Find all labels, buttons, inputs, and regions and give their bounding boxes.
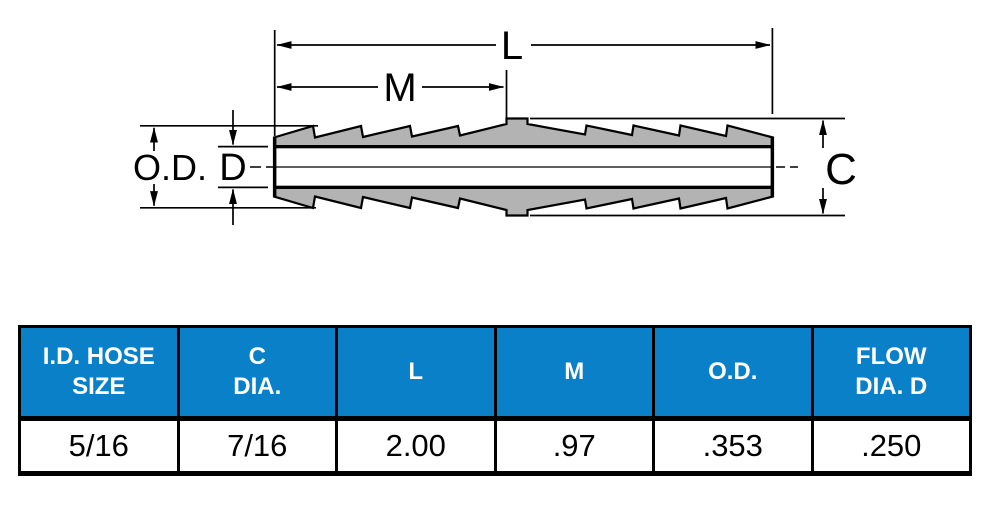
dimension-label-D: D [219, 147, 246, 189]
header-l: L [335, 325, 497, 421]
dimension-OD [140, 124, 318, 209]
dimension-label-C: C [825, 145, 857, 194]
header-line: M [564, 358, 585, 385]
header-line: SIZE [72, 373, 126, 400]
header-line: L [408, 358, 424, 385]
header-c-dia: C DIA. [176, 325, 338, 421]
cell-l: 2.00 [335, 417, 497, 476]
cell-c-dia: 7/16 [176, 417, 338, 476]
dimension-C [530, 117, 845, 217]
header-line: C [248, 343, 266, 370]
header-od: O.D. [652, 325, 814, 421]
header-flow-dia-d: FLOW DIA. D [810, 325, 972, 421]
fitting-diagram: L M O.D. D C [133, 24, 857, 225]
dimension-label-M: M [383, 66, 416, 110]
spec-table-header-row: I.D. HOSE SIZE C DIA. L M O.D. [18, 325, 972, 421]
header-line: FLOW [855, 343, 927, 370]
dimension-label-OD: O.D. [133, 147, 207, 188]
cell-flow-dia-d: .250 [810, 417, 972, 476]
header-line: DIA. D [855, 373, 928, 400]
dimension-L [273, 28, 774, 136]
cell-od: .353 [652, 417, 814, 476]
dimension-D [218, 110, 268, 225]
header-line: DIA. [233, 373, 282, 400]
spec-table: I.D. HOSE SIZE C DIA. L M O.D. [18, 325, 972, 476]
header-id-hose-size: I.D. HOSE SIZE [18, 325, 180, 421]
spec-table-data-row: 5/16 7/16 2.00 .97 .353 .250 [18, 417, 972, 476]
header-m: M [493, 325, 655, 421]
header-line: I.D. HOSE [42, 343, 155, 370]
fitting-body [250, 117, 798, 217]
dimension-M [276, 70, 508, 118]
cell-m: .97 [493, 417, 655, 476]
header-line: O.D. [708, 358, 758, 385]
cell-id-hose-size: 5/16 [18, 417, 180, 476]
dimension-label-L: L [501, 24, 523, 68]
